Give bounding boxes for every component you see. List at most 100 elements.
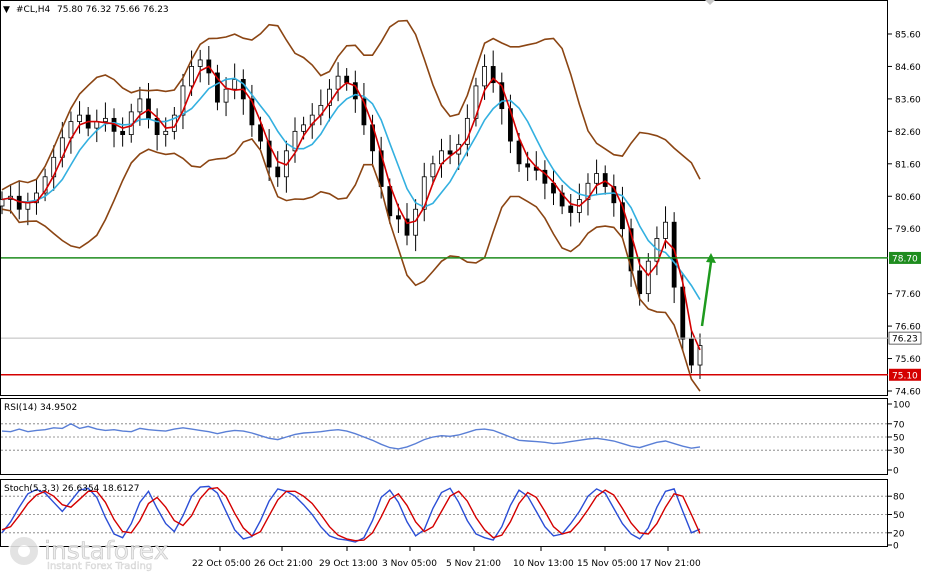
y-tick-label: 77.60 <box>895 290 921 300</box>
ma-slow-line <box>1 77 701 301</box>
candle-body <box>430 163 436 178</box>
candle-body <box>663 221 668 239</box>
candle-body <box>680 286 686 340</box>
candle-body <box>585 182 591 200</box>
candle-body <box>94 121 100 129</box>
candle-body <box>266 140 272 168</box>
candle-body <box>249 98 255 126</box>
candle-body <box>335 75 341 90</box>
candle-body <box>344 75 350 84</box>
candle-body <box>223 88 229 103</box>
y-tick-label: 85.60 <box>895 30 921 40</box>
current-price-label: 76.23 <box>892 335 918 345</box>
current-price-box <box>888 331 922 345</box>
rsi-title: RSI(14) 34.9502 <box>4 403 77 413</box>
candle-body <box>499 82 505 110</box>
candle-body <box>163 130 169 135</box>
candle-body <box>387 186 393 217</box>
candle-body <box>137 98 143 113</box>
candle-body <box>697 345 703 366</box>
scroll-marker-icon[interactable] <box>705 0 715 5</box>
y-tick-label: 74.60 <box>895 388 921 398</box>
y-tick-label: 80.60 <box>895 193 921 203</box>
candle-body <box>215 72 220 103</box>
level-label-box <box>889 251 921 264</box>
indicator-tick-label: 80 <box>893 493 905 503</box>
level-label: 78.70 <box>892 254 918 264</box>
candle-body <box>77 114 82 123</box>
indicator-line <box>1 486 701 542</box>
candle-body <box>120 130 126 135</box>
indicator-tick-label: 50 <box>893 511 905 521</box>
indicator-tick-label: 20 <box>893 529 905 539</box>
candle-body <box>594 173 599 184</box>
candle-body <box>482 66 487 87</box>
x-tick-label: 29 Oct 13:00 <box>319 559 378 569</box>
candle-body <box>146 98 151 119</box>
candle-body <box>0 199 5 207</box>
y-tick-label: 84.60 <box>895 63 921 73</box>
svg-text:instaforex: instaforex <box>44 536 169 565</box>
level-label-box <box>889 368 921 381</box>
candle-body <box>516 140 522 165</box>
svg-text:Instant Forex Trading: Instant Forex Trading <box>47 561 152 572</box>
bollinger-upper-line <box>1 19 701 191</box>
y-tick-label: 82.60 <box>895 128 921 138</box>
ma-fast-line <box>1 65 701 351</box>
y-tick-label: 83.60 <box>895 95 921 105</box>
candle-body <box>327 88 332 106</box>
candle-body <box>232 79 238 90</box>
instaforex-logo: instaforex Instant Forex Trading <box>8 535 169 572</box>
dropdown-arrow-icon[interactable]: ▼ <box>3 5 10 15</box>
indicator-line <box>1 485 701 543</box>
indicator-tick-label: 0 <box>893 542 899 552</box>
candle-body <box>275 166 281 178</box>
candle-body <box>292 130 298 152</box>
candle-body <box>688 338 694 366</box>
x-tick-label: 26 Oct 21:00 <box>254 559 313 569</box>
candle-body <box>620 202 625 230</box>
candle-body <box>395 215 401 220</box>
ohlc-quote: 75.80 76.32 75.66 76.23 <box>57 5 169 15</box>
candle-body <box>301 124 307 132</box>
candle-body <box>542 169 548 184</box>
candle-body <box>258 124 263 142</box>
y-tick-label: 79.60 <box>895 225 921 235</box>
candle-body <box>611 186 617 204</box>
indicator-tick-label: 100 <box>893 401 910 411</box>
candle-body <box>25 202 31 210</box>
candle-body <box>525 163 531 168</box>
symbol-label: #CL,H4 <box>16 5 50 15</box>
stoch-title: Stoch(5,3,3) 26.6354 18.6127 <box>4 484 139 494</box>
candle-body <box>34 192 39 204</box>
candle-body <box>180 85 186 116</box>
candle-body <box>464 117 470 145</box>
candle-body <box>404 218 410 236</box>
x-tick-label: 22 Oct 05:00 <box>192 559 251 569</box>
rsi-series-layer <box>1 423 888 451</box>
indicator-tick-label: 30 <box>893 447 905 457</box>
candle-body <box>16 195 22 210</box>
y-tick-label: 75.60 <box>895 355 921 365</box>
candle-body <box>361 98 367 126</box>
candle-body <box>189 66 194 87</box>
candle-body <box>42 176 48 194</box>
x-tick-label: 17 Nov 21:00 <box>640 559 701 569</box>
candle-body <box>568 205 574 213</box>
candle-body <box>197 59 203 67</box>
stoch-series-layer <box>1 485 888 543</box>
y-tick-label: 76.60 <box>895 323 921 333</box>
indicator-tick-label: 50 <box>893 434 905 444</box>
indicator-line <box>1 423 701 450</box>
indicator-tick-label: 0 <box>893 467 899 477</box>
candle-body <box>602 173 608 187</box>
candle-body <box>421 176 427 210</box>
indicator-tick-label: 70 <box>893 420 905 430</box>
price-series-layer <box>0 19 888 392</box>
level-label: 75.10 <box>892 371 918 381</box>
candle-body <box>645 260 651 295</box>
candle-body <box>447 150 453 155</box>
candle-body <box>490 66 496 84</box>
